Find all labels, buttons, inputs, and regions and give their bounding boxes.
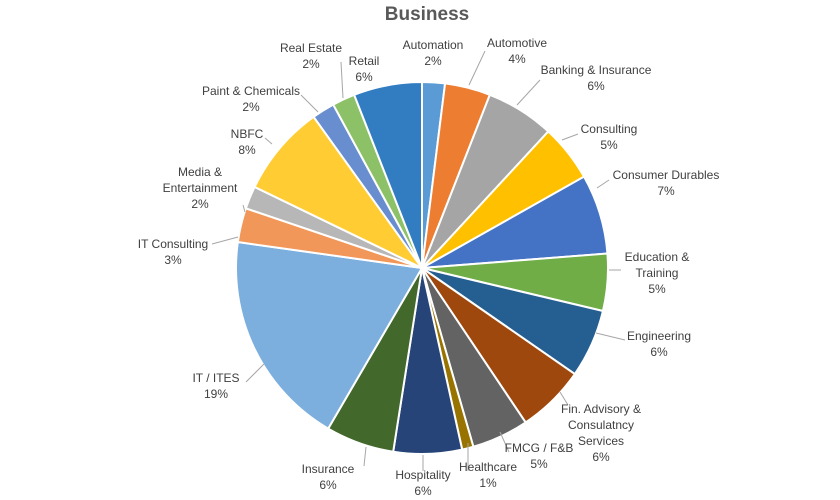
data-label-category: Hospitality — [395, 468, 450, 482]
data-label: FMCG / F&B 5% — [505, 441, 574, 471]
data-label: Insurance 6% — [302, 462, 355, 492]
data-label-category: Consulatncy — [568, 418, 634, 432]
data-label: Education & Training 5% — [625, 250, 690, 296]
leader-line — [595, 332, 626, 341]
data-label-category: FMCG / F&B — [505, 441, 574, 455]
data-label-category: NBFC — [231, 127, 264, 141]
data-label-category: Entertainment — [163, 181, 238, 195]
data-label-category: Consumer Durables — [613, 168, 720, 182]
data-label-category: Media & — [178, 165, 222, 179]
leader-lines — [211, 50, 626, 471]
data-label-category: Real Estate — [280, 41, 342, 55]
leader-line — [300, 94, 319, 113]
leader-line — [516, 79, 541, 106]
data-label: Automation 2% — [403, 38, 464, 68]
data-label: Hospitality 6% — [395, 468, 450, 498]
data-label-percent: 5% — [648, 282, 666, 296]
data-label-category: Fin. Advisory & — [561, 402, 641, 416]
chart-title: Business — [385, 4, 469, 25]
data-label: Paint & Chemicals 2% — [202, 84, 300, 114]
data-label-percent: 3% — [164, 253, 182, 267]
data-label-category: Automation — [403, 38, 464, 52]
data-label-percent: 4% — [508, 52, 526, 66]
data-label: Retail 6% — [349, 54, 380, 84]
pie-slice-it-ites — [235, 240, 424, 430]
leader-line — [242, 204, 246, 213]
leader-line — [468, 50, 486, 86]
data-label-percent: 6% — [319, 478, 337, 492]
leader-line — [561, 133, 579, 141]
data-label-category: Retail — [349, 54, 380, 68]
data-label-category: Insurance — [302, 462, 355, 476]
data-label-percent: 6% — [355, 70, 373, 84]
data-label-percent: 2% — [424, 54, 442, 68]
data-label: Engineering 6% — [627, 329, 691, 359]
data-label-percent: 2% — [302, 57, 320, 71]
data-label-percent: 7% — [657, 184, 675, 198]
data-label: Consumer Durables 7% — [613, 168, 720, 198]
data-label-category: IT Consulting — [138, 237, 208, 251]
leader-line — [363, 446, 367, 467]
data-label: Automotive 4% — [487, 36, 547, 66]
data-label-category: Training — [636, 266, 679, 280]
data-label-category: Paint & Chemicals — [202, 84, 300, 98]
data-label-percent: 2% — [242, 100, 260, 114]
data-label-percent: 5% — [530, 457, 548, 471]
data-label: NBFC 8% — [231, 127, 264, 157]
data-label-category: Engineering — [627, 329, 691, 343]
data-label-percent: 19% — [204, 387, 228, 401]
data-label-percent: 6% — [414, 484, 432, 498]
data-label: Banking & Insurance 6% — [541, 63, 652, 93]
data-label-percent: 6% — [650, 345, 668, 359]
data-label-percent: 8% — [238, 143, 256, 157]
leader-line — [596, 179, 610, 189]
data-label-category: Education & — [625, 250, 690, 264]
pie-slice-retail — [352, 80, 423, 269]
data-label-category: Healthcare — [459, 460, 517, 474]
data-label-percent: 6% — [592, 450, 610, 464]
data-label-category: Services — [578, 434, 624, 448]
data-label-category: Consulting — [581, 122, 638, 136]
data-label: IT / ITES 19% — [192, 371, 239, 401]
data-label-percent: 5% — [600, 138, 618, 152]
leader-line — [211, 236, 239, 245]
data-label-percent: 6% — [587, 79, 605, 93]
data-label: Real Estate 2% — [280, 41, 342, 71]
leader-line — [264, 137, 273, 145]
data-label-percent: 2% — [191, 197, 209, 211]
data-label: Media & Entertainment 2% — [163, 165, 238, 211]
data-label: Fin. Advisory & Consulatncy Services 6% — [561, 402, 641, 464]
leader-line — [340, 61, 344, 99]
data-label-percent: 1% — [479, 476, 497, 490]
data-label: Consulting 5% — [581, 122, 638, 152]
leader-line — [559, 391, 569, 406]
data-label-category: Banking & Insurance — [541, 63, 652, 77]
data-labels: Automation 2% Automotive 4% Banking & Insura… — [138, 36, 720, 498]
pie-slices — [235, 80, 609, 456]
data-label: Healthcare 1% — [459, 460, 517, 490]
data-label-category: Automotive — [487, 36, 547, 50]
leader-line — [245, 363, 265, 383]
data-label-category: IT / ITES — [192, 371, 239, 385]
pie-slice-nbfc — [253, 115, 423, 269]
leader-line — [499, 431, 510, 453]
data-label: IT Consulting 3% — [138, 237, 208, 267]
